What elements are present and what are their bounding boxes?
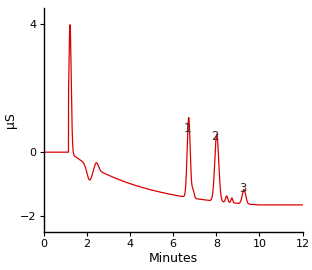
- Text: 2: 2: [212, 130, 219, 143]
- Y-axis label: μS: μS: [4, 112, 17, 128]
- X-axis label: Minutes: Minutes: [149, 252, 198, 265]
- Text: 1: 1: [183, 122, 191, 134]
- Text: 3: 3: [240, 182, 247, 195]
